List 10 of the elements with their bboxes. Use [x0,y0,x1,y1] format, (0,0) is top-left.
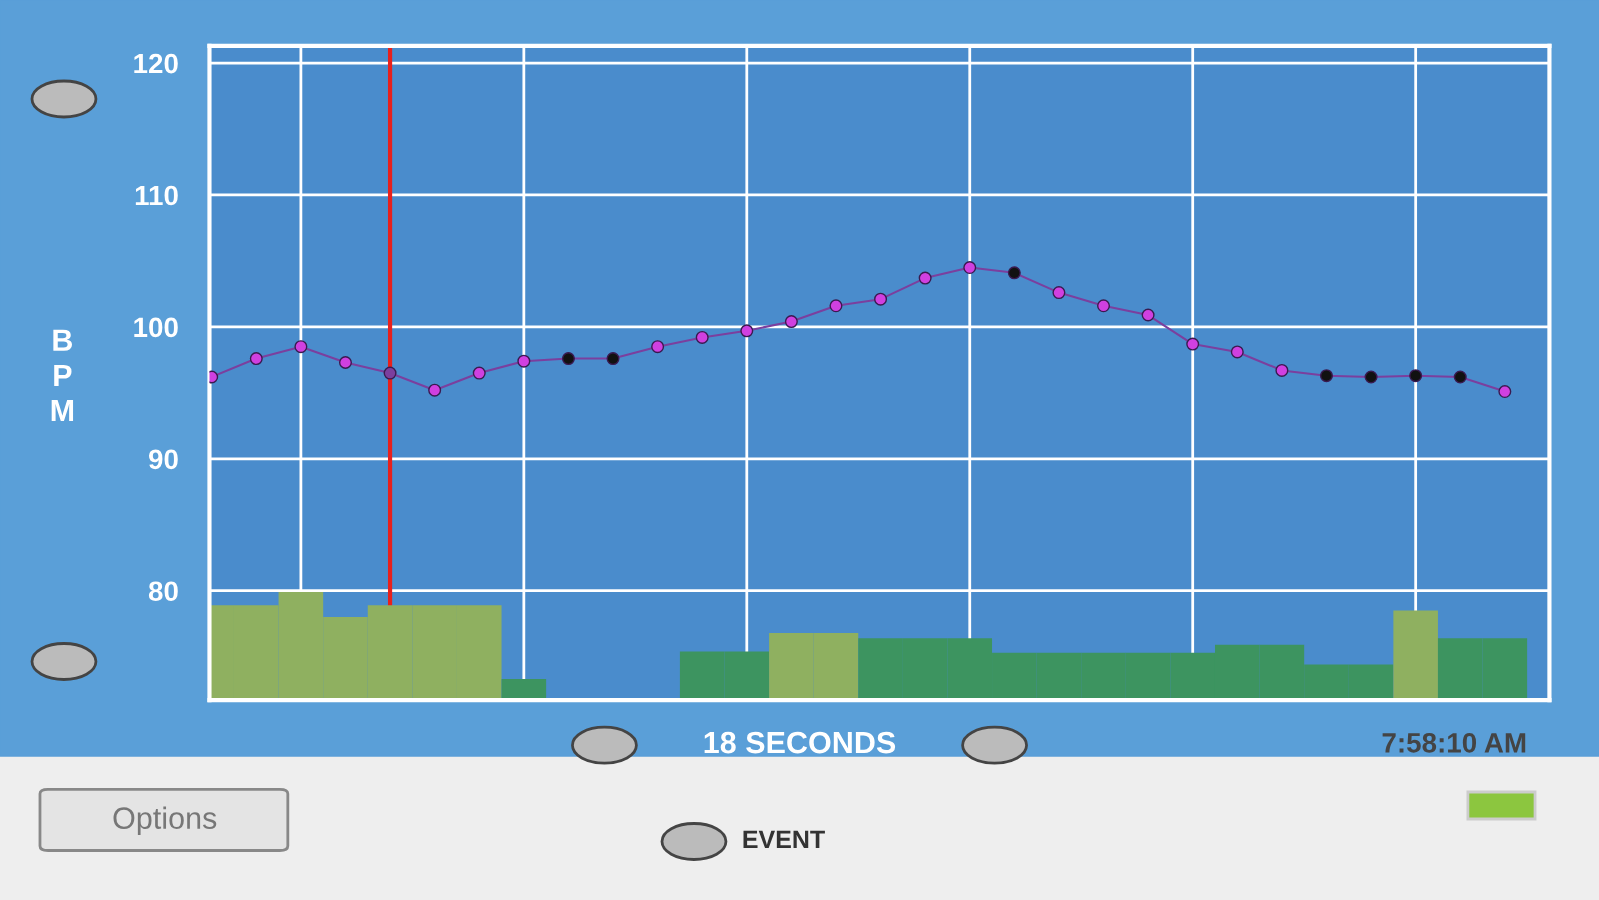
y-axis-title: BPM [51,329,74,422]
y-tick-label: 110 [135,185,178,206]
y-tick-label: 120 [134,53,178,74]
y-tick-label: 90 [148,449,178,470]
y-tick-label: 80 [148,581,178,602]
x-axis-title: 18 SECONDS [704,731,896,754]
text: 7:58:10 AM [1382,732,1526,753]
text: EVENT [743,830,825,848]
text: Options [113,806,217,836]
y-tick-label: 100 [134,317,178,338]
